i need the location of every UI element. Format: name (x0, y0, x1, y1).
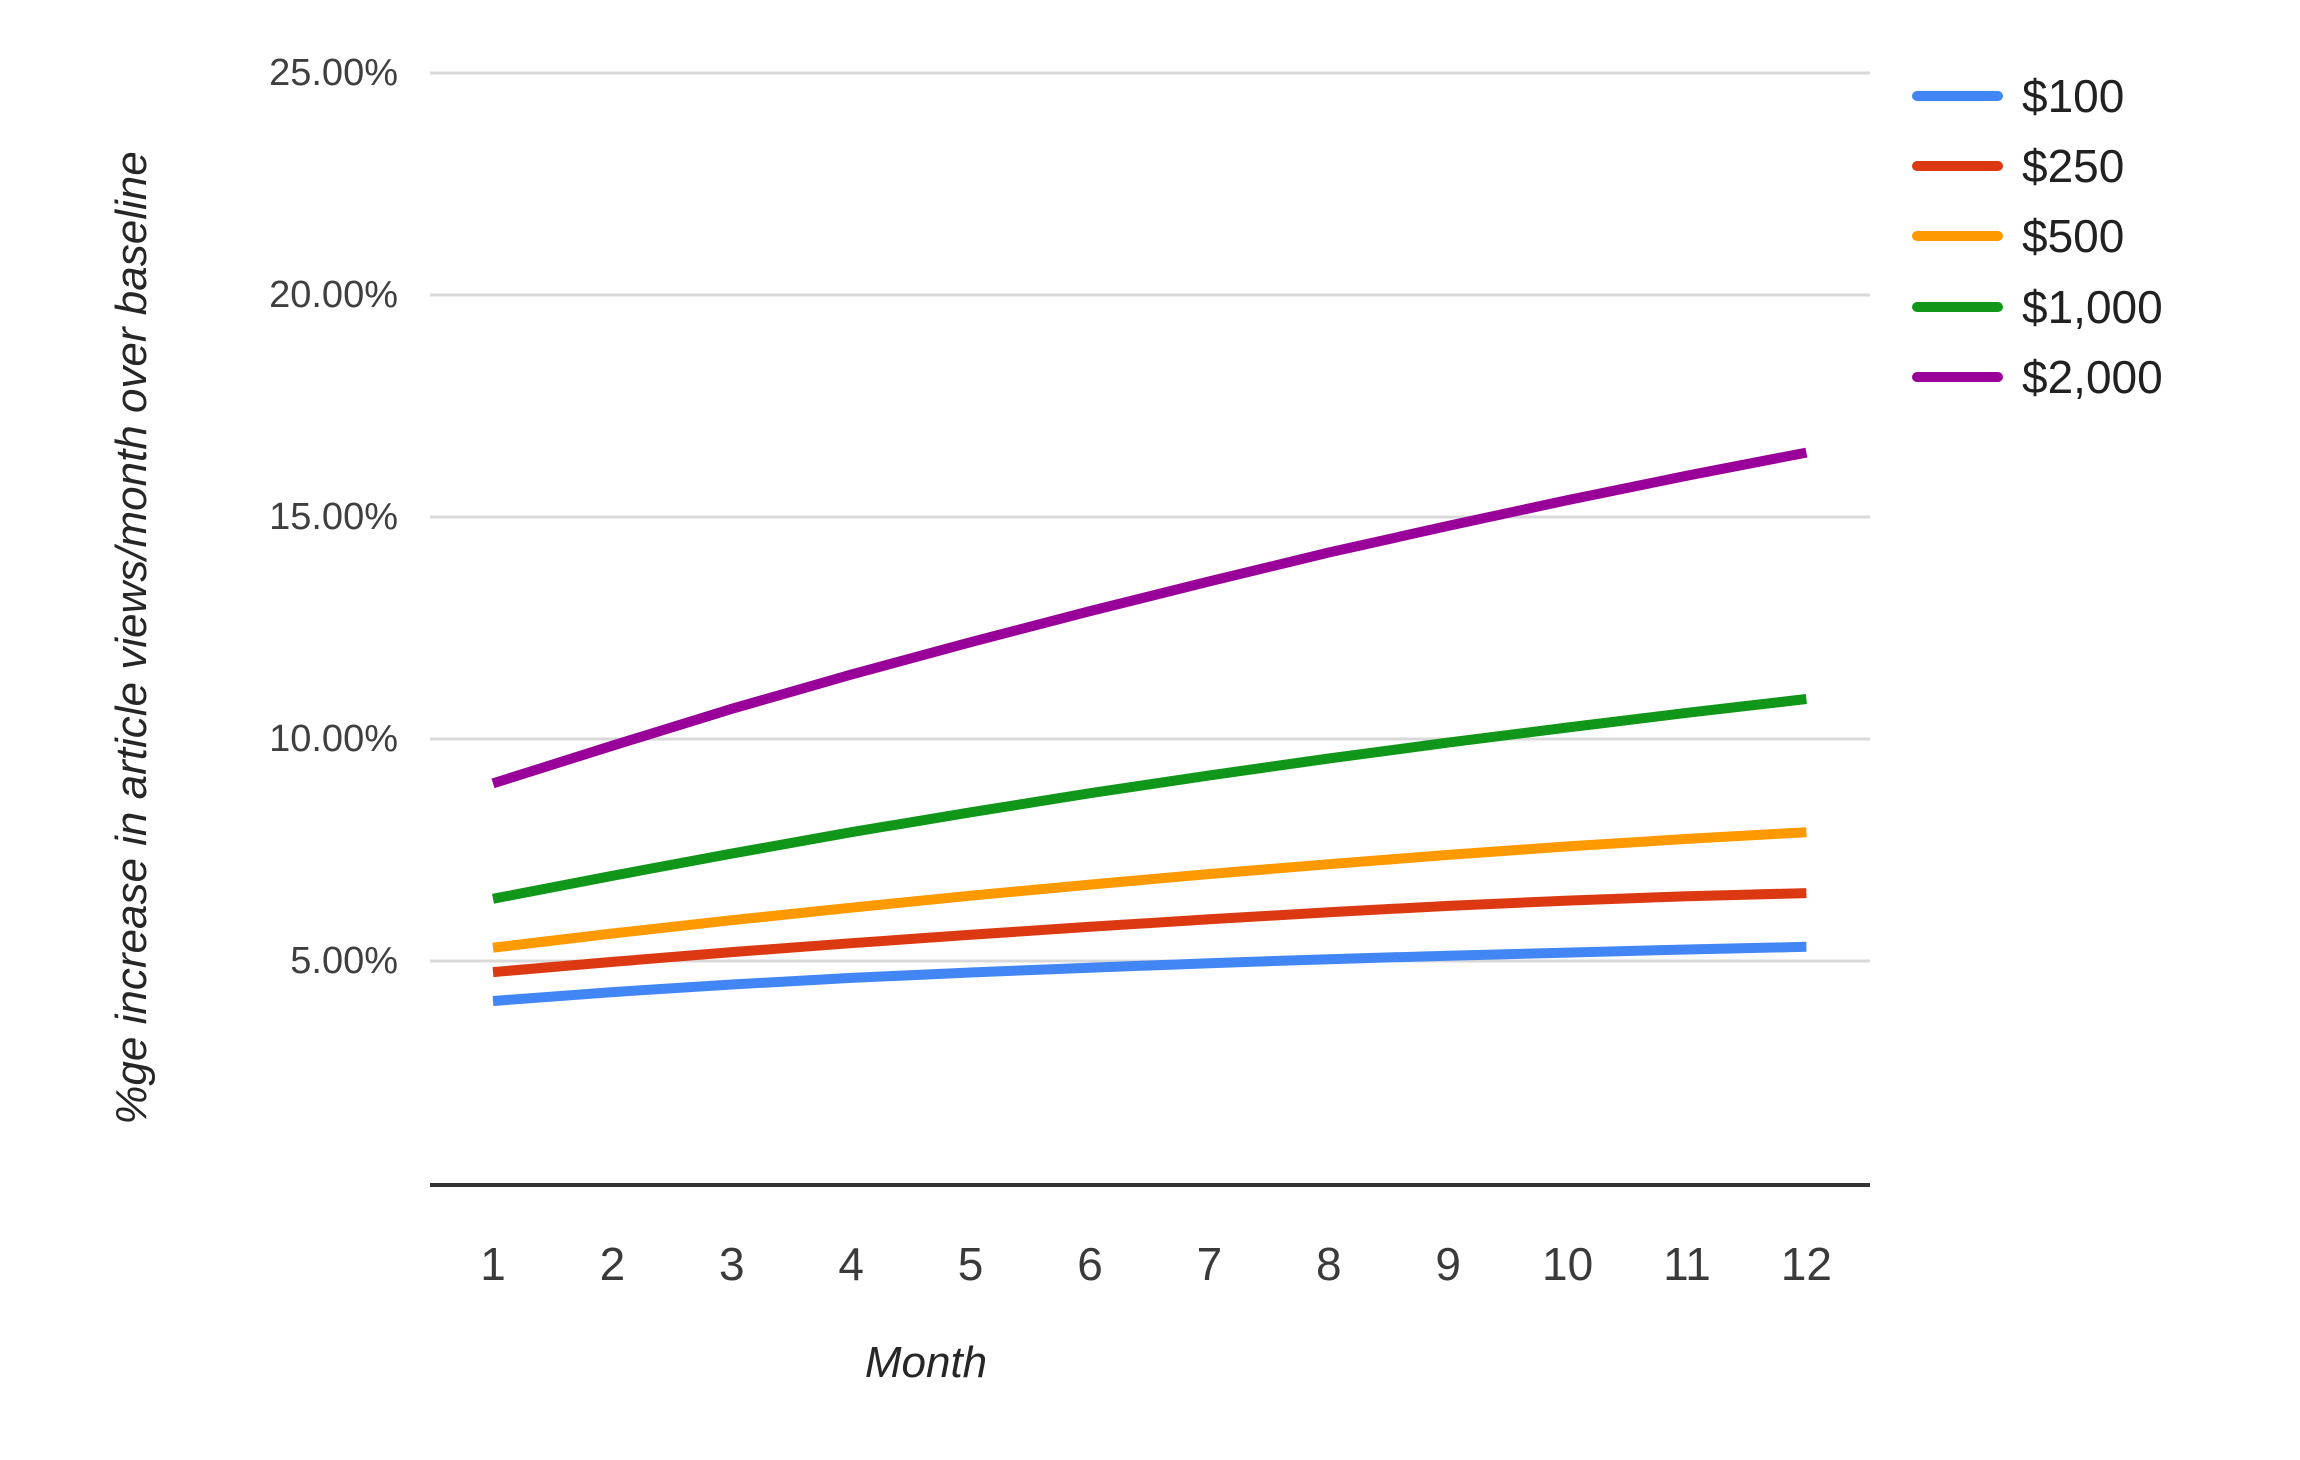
legend-item: $250 (1912, 131, 2292, 201)
x-tick-label: 1 (480, 1238, 506, 1290)
x-tick-label: 4 (838, 1238, 864, 1290)
x-tick-label: 9 (1435, 1238, 1461, 1290)
series-line-3 (492, 694, 1807, 904)
legend-item: $2,000 (1912, 342, 2292, 412)
y-tick-label: 25.00% (269, 52, 398, 94)
x-tick-label: 11 (1663, 1238, 1711, 1290)
legend-swatch (1912, 231, 2003, 241)
y-axis-title: %ge increase in article views/month over… (107, 151, 156, 1125)
legend-label: $2,000 (2022, 351, 2163, 403)
legend-item: $100 (1912, 61, 2292, 131)
x-tick-label: 7 (1196, 1238, 1223, 1290)
x-tick-label: 2 (599, 1238, 626, 1290)
y-tick-label: 10.00% (269, 718, 398, 760)
x-axis-title: Month (864, 1338, 988, 1387)
x-tick-label: 3 (719, 1238, 745, 1290)
x-tick-label: 10 (1542, 1238, 1594, 1290)
x-tick-label: 5 (957, 1238, 984, 1290)
legend-label: $250 (2022, 140, 2125, 192)
x-tick-label: 12 (1780, 1238, 1832, 1290)
legend-label: $1,000 (2022, 281, 2163, 333)
legend-label: $500 (2022, 210, 2125, 262)
legend-swatch (1912, 161, 2003, 171)
series-line-1 (492, 888, 1807, 978)
x-tick-label: 8 (1316, 1238, 1342, 1290)
legend-swatch (1912, 372, 2003, 382)
legend-swatch (1912, 91, 2003, 101)
y-tick-label: 5.00% (290, 940, 398, 982)
series-line-4 (491, 447, 1808, 789)
series-line-2 (492, 827, 1807, 953)
legend-item: $500 (1912, 201, 2292, 271)
x-axis-title-row: Month (0, 1338, 2300, 1388)
series-line-0 (492, 941, 1807, 1006)
legend-swatch (1912, 302, 2003, 312)
y-tick-label: 20.00% (269, 274, 398, 316)
x-tick-label: 6 (1077, 1238, 1103, 1290)
legend-item: $1,000 (1912, 272, 2292, 342)
y-tick-label: 15.00% (269, 496, 398, 538)
legend-label: $100 (2022, 70, 2125, 122)
